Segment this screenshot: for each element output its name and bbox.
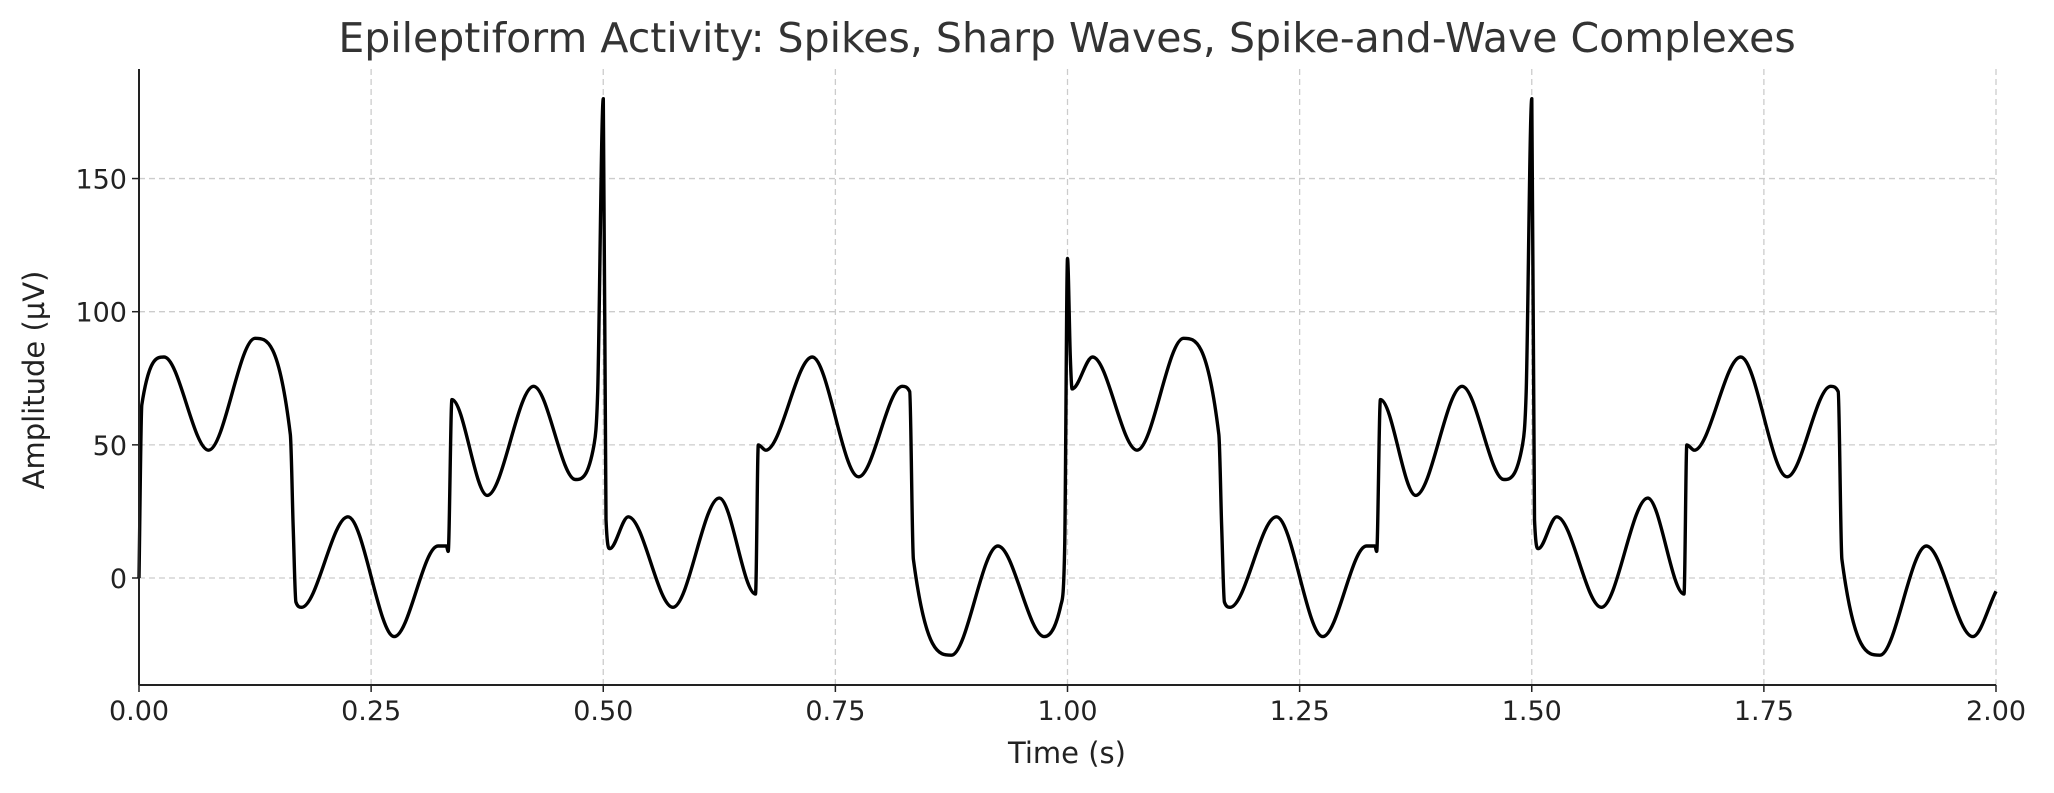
x-tick-label: 1.50 bbox=[1502, 696, 1562, 727]
x-tick-label: 1.25 bbox=[1270, 696, 1330, 727]
y-tick-label: 50 bbox=[93, 431, 127, 462]
x-tick-label: 0.00 bbox=[109, 696, 169, 727]
chart-title: Epileptiform Activity: Spikes, Sharp Wav… bbox=[338, 14, 1795, 62]
series-line bbox=[137, 97, 1998, 657]
y-tick-label: 100 bbox=[75, 298, 127, 329]
x-tick-label: 2.00 bbox=[1966, 696, 2026, 727]
y-axis-label: Amplitude (µV) bbox=[17, 271, 51, 490]
x-tick-label: 1.75 bbox=[1734, 696, 1794, 727]
x-tick-label: 1.00 bbox=[1037, 696, 1097, 727]
y-tick-label: 0 bbox=[110, 564, 127, 595]
x-axis-label: Time (s) bbox=[1007, 736, 1126, 770]
x-tick-label: 0.25 bbox=[341, 696, 401, 727]
ticks: 0.00 0.25 0.50 0.75 1.00 1.25 1.50 1.75 2.00 0 50 1… bbox=[75, 165, 2026, 727]
x-tick-label: 0.50 bbox=[573, 696, 633, 727]
x-tick-label: 0.75 bbox=[805, 696, 865, 727]
y-tick-label: 150 bbox=[75, 165, 127, 196]
